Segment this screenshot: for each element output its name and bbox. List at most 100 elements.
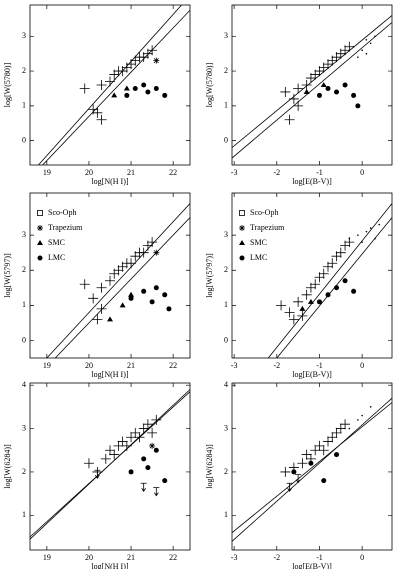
marker-plus	[288, 314, 299, 325]
x-axis-label: log[N(H I)]	[91, 562, 128, 569]
fit-line	[232, 402, 392, 533]
y-tick-label: 2	[224, 66, 228, 75]
marker-dot	[374, 35, 376, 38]
marker-dot	[365, 52, 368, 55]
marker-shape	[153, 85, 159, 91]
marker-shape	[132, 85, 138, 91]
marker-shape	[365, 52, 368, 55]
marker-shape	[307, 298, 314, 304]
marker-shape	[378, 223, 381, 226]
x-tick-label: 22	[169, 553, 177, 562]
marker-shape	[239, 225, 245, 231]
marker-circle	[37, 255, 43, 261]
marker-plus	[117, 436, 128, 447]
marker-shape	[369, 227, 372, 229]
marker-plus	[335, 423, 346, 434]
marker-plus	[327, 432, 338, 443]
marker-dot	[357, 419, 359, 421]
marker-shape	[316, 299, 322, 305]
marker-shape	[357, 234, 359, 236]
marker-shape	[153, 447, 159, 453]
x-tick-label: -1	[316, 361, 323, 370]
marker-shape	[92, 107, 103, 118]
marker-plus	[301, 289, 312, 300]
y-tick-label: 2	[224, 467, 228, 476]
marker-plus	[105, 275, 115, 286]
marker-shape	[318, 445, 329, 456]
marker-triangle	[299, 305, 306, 311]
marker-asterisk	[37, 225, 43, 231]
marker-shape	[239, 240, 245, 245]
y-tick-label: 2	[22, 265, 26, 274]
marker-limit	[153, 487, 160, 497]
y-axis-label: log[W(6284)]	[3, 444, 12, 489]
marker-circle	[132, 85, 138, 91]
x-tick-label: 22	[169, 168, 177, 177]
marker-plus	[83, 458, 94, 469]
marker-triangle	[37, 240, 43, 245]
marker-plus	[100, 453, 111, 464]
marker-plus	[92, 107, 103, 118]
y-tick-label: 3	[224, 423, 228, 432]
marker-circle	[153, 85, 159, 91]
y-tick-label: 3	[22, 230, 26, 239]
y-tick-label: 1	[22, 510, 26, 519]
marker-shape	[361, 49, 363, 52]
marker-plus	[79, 83, 90, 94]
marker-shape	[111, 92, 118, 98]
marker-circle	[162, 478, 168, 484]
marker-circle	[291, 469, 297, 475]
marker-shape	[140, 482, 147, 492]
marker-shape	[334, 285, 340, 291]
marker-circle	[124, 92, 130, 98]
marker-square	[37, 210, 43, 216]
marker-plus	[280, 86, 291, 97]
marker-shape	[96, 282, 107, 293]
marker-dot	[361, 49, 363, 52]
marker-circle	[166, 306, 172, 312]
x-tick-label: -1	[316, 168, 323, 177]
x-axis-label: log[E(B-V)]	[292, 370, 332, 379]
marker-circle	[316, 299, 322, 305]
y-tick-label: 0	[22, 335, 26, 344]
marker-shape	[369, 42, 372, 45]
marker-plus	[293, 296, 304, 307]
marker-shape	[83, 458, 94, 469]
marker-plus	[79, 279, 90, 290]
marker-shape	[119, 302, 126, 308]
marker-plus	[96, 114, 107, 125]
marker-circle	[334, 285, 340, 291]
marker-plus	[297, 458, 308, 469]
marker-circle	[355, 103, 361, 109]
marker-shape	[342, 82, 348, 88]
marker-circle	[321, 478, 327, 484]
marker-dot	[374, 237, 376, 240]
marker-plus	[310, 445, 321, 456]
marker-plus	[293, 100, 304, 111]
y-tick-label: 1	[22, 300, 26, 309]
marker-plus	[142, 419, 153, 430]
marker-limit	[286, 482, 293, 492]
marker-shape	[147, 427, 158, 438]
marker-shape	[355, 103, 361, 109]
marker-shape	[335, 247, 346, 258]
marker-shape	[138, 247, 149, 258]
marker-triangle	[239, 240, 245, 245]
legend-label: LMC	[250, 253, 267, 262]
marker-shape	[334, 452, 340, 458]
marker-shape	[128, 291, 135, 297]
legend-label: Trapezium	[48, 223, 83, 232]
marker-limit	[295, 474, 302, 484]
marker-shape	[303, 88, 310, 94]
marker-shape	[141, 288, 147, 294]
y-tick-label: 1	[22, 101, 26, 110]
marker-shape	[126, 258, 137, 269]
marker-shape	[284, 114, 295, 125]
marker-shape	[314, 440, 325, 451]
legend-label: SMC	[48, 238, 65, 247]
marker-shape	[37, 240, 43, 245]
marker-shape	[138, 423, 149, 434]
marker-shape	[153, 285, 159, 291]
marker-circle	[342, 82, 348, 88]
marker-dot	[361, 414, 363, 417]
